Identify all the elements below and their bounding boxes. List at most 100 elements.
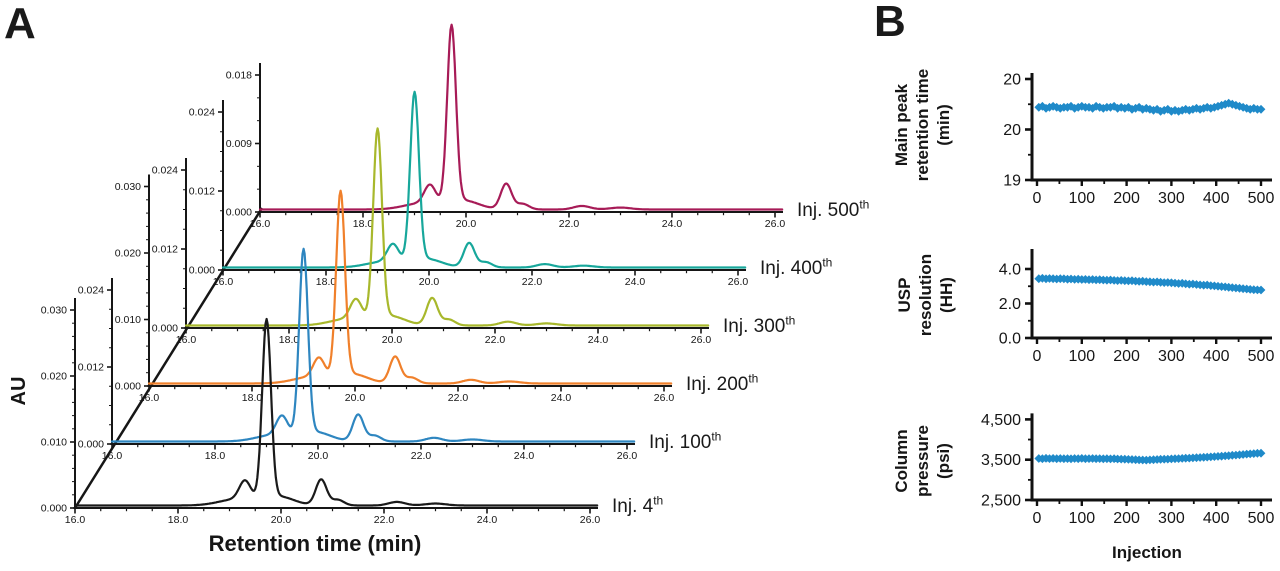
x-tick-label: 18.0 — [353, 218, 374, 230]
x-tick-label: 22.0 — [374, 514, 395, 526]
x-tick-label: 400 — [1203, 510, 1230, 527]
panel-b-label: B — [874, 0, 906, 46]
x-tick-label: 300 — [1158, 510, 1185, 527]
injection-label-ordinal-suffix: th — [859, 197, 870, 212]
data-point-diamonds — [1034, 98, 1266, 116]
y-tick-label: 0.000 — [152, 323, 178, 335]
chromatogram-waterfall-svg: 16.0 18.0 20.0 22.0 24.0 26.00.0000.0090.0181… — [41, 23, 786, 526]
injection-label-inj-400: Inj. 400th — [760, 255, 833, 280]
x-tick-label: 26.0 — [580, 514, 601, 526]
y-tick-label: 2.0 — [999, 296, 1021, 313]
x-tick-label: 26.0 — [691, 334, 712, 346]
x-tick-label: 20.0 — [456, 218, 477, 230]
y-tick-label: 0.012 — [189, 186, 215, 198]
x-tick-label: 18.0 — [205, 450, 226, 462]
y-tick-label: 0.020 — [41, 371, 67, 383]
y-tick-label: 0.020 — [115, 248, 141, 260]
injection-label-text: Inj. 400 — [760, 258, 823, 279]
x-tick-label: 20.0 — [419, 276, 440, 288]
x-tick-label: 18.0 — [168, 514, 189, 526]
x-tick-label: 500 — [1248, 510, 1275, 527]
data-point-diamonds — [1034, 448, 1266, 465]
chromatogram-trace — [184, 127, 710, 327]
y-tick-label: 0.018 — [226, 70, 252, 82]
y-tick-label: 20 — [1003, 122, 1021, 139]
x-tick-label: 300 — [1158, 348, 1185, 365]
x-tick-label: 18.0 — [242, 392, 263, 404]
x-tick-label: 26.0 — [617, 450, 638, 462]
x-tick-label: 400 — [1203, 348, 1230, 365]
x-tick-label: 200 — [1113, 190, 1140, 207]
x-tick-label: 20.0 — [382, 334, 403, 346]
injection-label-ordinal-suffix: th — [785, 313, 796, 328]
chromatogram-trace — [110, 247, 636, 443]
y-tick-label: 0.010 — [115, 314, 141, 326]
x-tick-label: 22.0 — [411, 450, 432, 462]
x-tick-label: 0 — [1033, 510, 1042, 527]
injection-label-ordinal-suffix: th — [822, 255, 833, 270]
y-tick-label: 0.000 — [41, 503, 67, 515]
x-tick-label: 22.0 — [559, 218, 580, 230]
y-tick-label: 2,500 — [981, 493, 1021, 510]
x-tick-label: 22.0 — [485, 334, 506, 346]
injection-label-inj-500: Inj. 500th — [797, 197, 870, 222]
y-tick-label: 0.030 — [41, 305, 67, 317]
trace-group-inj-300: 16.0 18.0 20.0 22.0 24.0 26.0 0.000 0.012 0.024 — [152, 127, 712, 346]
x-tick-label: 100 — [1068, 190, 1095, 207]
injection-axis-title: Injection — [1112, 543, 1182, 562]
injection-label-text: Inj. 300 — [723, 316, 786, 337]
trace-group-inj-500: 16.0 18.0 20.0 22.0 24.0 26.0 0.000 0.009 0.018 — [226, 23, 786, 230]
x-tick-label: 0 — [1033, 348, 1042, 365]
injection-label-ordinal-suffix: th — [653, 493, 664, 508]
y-tick-label: 0.012 — [78, 362, 104, 374]
x-tick-label: 0 — [1033, 190, 1042, 207]
x-tick-label: 18.0 — [316, 276, 337, 288]
y-tick-label: 4.0 — [999, 262, 1021, 279]
chromatogram-trace — [221, 90, 747, 269]
y-tick-label: 0.024 — [189, 107, 215, 119]
x-tick-label: 500 — [1248, 190, 1275, 207]
x-tick-label: 16.0 — [213, 276, 234, 288]
x-tick-label: 16.0 — [139, 392, 160, 404]
injection-label-inj-300: Inj. 300th — [723, 313, 796, 338]
x-tick-label: 16.0 — [102, 450, 123, 462]
chromatogram-trace — [258, 23, 784, 211]
x-tick-label: 200 — [1113, 510, 1140, 527]
y-tick-label: 0.000 — [226, 207, 252, 219]
retention-time-axis-title: Retention time (min) — [208, 531, 422, 556]
chromatogram-trace — [73, 317, 599, 507]
injection-label-text: Inj. 200 — [686, 374, 749, 395]
x-tick-label: 500 — [1248, 348, 1275, 365]
x-tick-label: 400 — [1203, 190, 1230, 207]
x-tick-label: 20.0 — [308, 450, 329, 462]
injection-label-inj-4: Inj. 4th — [612, 493, 664, 518]
injection-label-inj-200: Inj. 200th — [686, 373, 758, 396]
trace-group-inj-200: 16.0 18.0 20.0 22.0 24.0 26.0 0.000 0.010 0.020 0… — [115, 174, 674, 404]
x-tick-label: 20.0 — [345, 392, 366, 404]
x-tick-label: 18.0 — [279, 334, 300, 346]
x-tick-label: 16.0 — [176, 334, 197, 346]
x-tick-label: 24.0 — [588, 334, 609, 346]
chromatogram-trace — [147, 189, 673, 385]
y-tick-label: 0.012 — [152, 244, 178, 256]
x-tick-label: 26.0 — [765, 218, 786, 230]
y-tick-label: 19 — [1003, 173, 1021, 190]
y-tick-label: 4,500 — [981, 412, 1021, 429]
x-tick-label: 16.0 — [65, 514, 86, 526]
x-tick-label: 22.0 — [448, 392, 469, 404]
injection-label-ordinal-suffix: th — [711, 429, 722, 444]
y-tick-label: 0.000 — [189, 265, 215, 277]
scatter-plot-column-pressure: 2,500 3,500 4,500 0 100 200 300 400 500 — [981, 412, 1274, 527]
depth-axis-line — [73, 207, 264, 509]
y-tick-label: 0.010 — [41, 437, 67, 449]
x-tick-label: 24.0 — [514, 450, 535, 462]
y-tick-label: 0.0 — [999, 331, 1021, 348]
x-tick-label: 20.0 — [271, 514, 292, 526]
x-tick-label: 100 — [1068, 348, 1095, 365]
data-point-diamonds — [1034, 273, 1266, 295]
x-tick-label: 26.0 — [728, 276, 749, 288]
y-tick-label: 20 — [1003, 72, 1021, 89]
